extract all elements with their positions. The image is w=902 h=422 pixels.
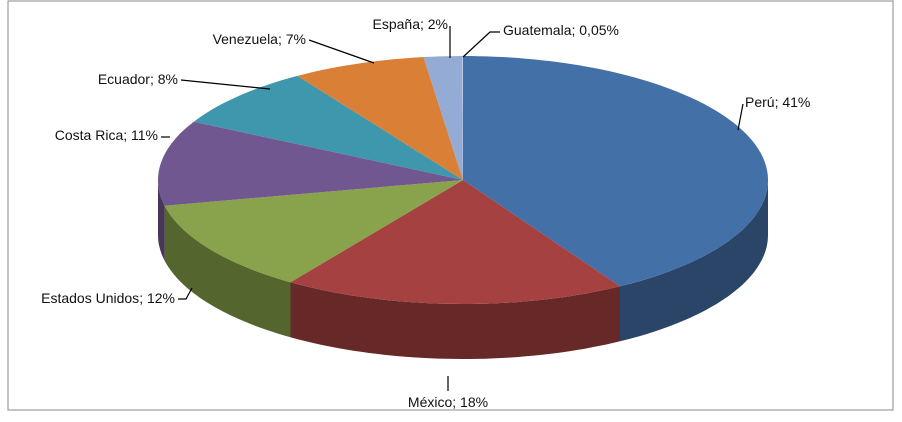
data-label: México; 18% (408, 394, 488, 410)
label-category: Venezuela (213, 31, 279, 47)
slice (423, 56, 463, 180)
slice (164, 180, 463, 283)
label-separator: ; (278, 31, 286, 47)
leader-line (462, 31, 500, 58)
label-category: Estados Unidos (41, 290, 139, 306)
data-label: Ecuador; 8% (98, 71, 178, 87)
data-label: Guatemala; 0,05% (503, 22, 619, 38)
data-label: Costa Rica; 11% (55, 127, 158, 143)
label-separator: ; (139, 290, 147, 306)
leader-line (308, 39, 375, 64)
label-value: 18% (460, 394, 488, 410)
slice-side (290, 282, 620, 359)
label-value: 2% (428, 16, 448, 32)
label-separator: ; (150, 71, 158, 87)
data-label: Venezuela; 7% (213, 31, 306, 47)
label-separator: ; (123, 127, 131, 143)
slice-side (620, 180, 768, 342)
label-category: Guatemala (503, 22, 572, 38)
data-label: España; 2% (373, 16, 449, 32)
slice (462, 56, 463, 180)
slice-side (164, 205, 291, 338)
label-value: 8% (158, 71, 178, 87)
slice-side (158, 180, 165, 261)
label-value: 12% (147, 290, 175, 306)
slice (290, 180, 620, 304)
slice (158, 121, 463, 206)
leader-line (737, 103, 744, 131)
slice (297, 57, 463, 180)
label-category: Perú (745, 94, 775, 110)
label-category: México (408, 394, 453, 410)
label-value: 7% (286, 31, 306, 47)
label-value: 41% (782, 94, 810, 110)
slice (463, 56, 768, 287)
data-label: Perú; 41% (745, 94, 810, 110)
leader-line (178, 287, 193, 300)
label-separator: ; (775, 94, 783, 110)
slice (193, 75, 464, 180)
label-category: España (373, 16, 421, 32)
label-separator: ; (571, 22, 579, 38)
label-separator: ; (452, 394, 460, 410)
label-separator: ; (420, 16, 428, 32)
label-category: Ecuador (98, 71, 150, 87)
label-value: 0,05% (579, 22, 619, 38)
data-label: Estados Unidos; 12% (41, 290, 175, 306)
label-category: Costa Rica (55, 127, 124, 143)
leader-line (180, 79, 271, 90)
label-value: 11% (131, 127, 158, 143)
